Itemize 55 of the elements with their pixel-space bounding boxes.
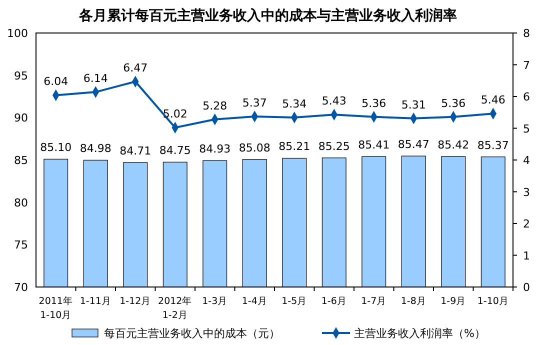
y2-tick-label: 5 bbox=[523, 122, 530, 136]
y-tick-label: 80 bbox=[14, 196, 28, 210]
data-label: 85.47 bbox=[398, 138, 430, 152]
x-tick-label: 1-6月 bbox=[321, 296, 347, 307]
y2-tick-label: 0 bbox=[523, 281, 530, 294]
data-label: 5.36 bbox=[362, 96, 386, 110]
x-tick-label: 1-9月 bbox=[440, 296, 466, 307]
y2-tick-label: 4 bbox=[523, 154, 530, 167]
data-label: 5.31 bbox=[401, 98, 426, 112]
y-tick-label: 85 bbox=[14, 154, 28, 167]
data-label: 84.71 bbox=[120, 144, 152, 158]
data-label: 85.25 bbox=[318, 140, 350, 153]
data-label: 84.75 bbox=[159, 144, 191, 158]
data-label: 85.10 bbox=[40, 141, 72, 154]
data-label: 6.04 bbox=[44, 75, 68, 88]
y-tick-label: 90 bbox=[14, 112, 28, 125]
legend-label: 每百元主营业务收入中的成本（元） bbox=[104, 327, 280, 340]
x-tick-label: 2011年 1-10月 bbox=[38, 295, 73, 321]
data-label: 5.46 bbox=[480, 94, 506, 107]
data-label: 5.36 bbox=[441, 96, 466, 110]
y-tick-label: 95 bbox=[14, 69, 28, 82]
x-tick-label: 1-7月 bbox=[361, 296, 387, 307]
legend-label: 主营业务收入利润率（%） bbox=[354, 327, 486, 340]
y2-tick-label: 8 bbox=[523, 27, 530, 40]
data-label: 6.47 bbox=[123, 62, 148, 75]
data-label: 5.28 bbox=[202, 99, 228, 112]
x-tick-label: 1-5月 bbox=[282, 296, 308, 307]
data-label: 84.93 bbox=[199, 142, 231, 156]
data-label: 5.37 bbox=[242, 96, 267, 110]
x-tick-label: 1-12月 bbox=[120, 296, 152, 307]
x-tick-label: 1-11月 bbox=[80, 296, 112, 307]
data-label: 85.21 bbox=[278, 140, 310, 154]
x-tick-label: 1-10月 bbox=[477, 296, 509, 307]
y2-tick-label: 7 bbox=[523, 58, 530, 72]
data-label: 85.37 bbox=[477, 138, 509, 152]
data-label: 5.43 bbox=[322, 94, 346, 108]
data-label: 85.41 bbox=[358, 138, 390, 152]
x-tick-label: 1-8月 bbox=[400, 296, 426, 307]
y-tick-label: 75 bbox=[14, 238, 28, 252]
y2-tick-label: 3 bbox=[523, 186, 530, 199]
y2-tick-label: 6 bbox=[523, 90, 530, 104]
data-label: 6.14 bbox=[83, 72, 108, 86]
y-tick-label: 70 bbox=[14, 281, 28, 294]
data-label: 85.42 bbox=[438, 138, 470, 152]
data-label: 5.02 bbox=[162, 108, 188, 121]
data-label: 85.08 bbox=[238, 141, 270, 154]
y2-tick-label: 1 bbox=[523, 249, 530, 262]
data-label: 84.98 bbox=[80, 142, 112, 156]
y2-tick-label: 2 bbox=[523, 218, 530, 230]
y-tick-label: 100 bbox=[7, 27, 28, 40]
x-tick-label: 1-3月 bbox=[202, 296, 228, 307]
chart-title: 各月累计每百元主营业务收入中的成本与主营业务收入利润率 bbox=[78, 7, 457, 24]
x-tick-label: 1-4月 bbox=[242, 296, 268, 307]
data-label: 5.34 bbox=[282, 97, 307, 110]
x-tick-label: 2012年 1-2月 bbox=[158, 295, 192, 321]
